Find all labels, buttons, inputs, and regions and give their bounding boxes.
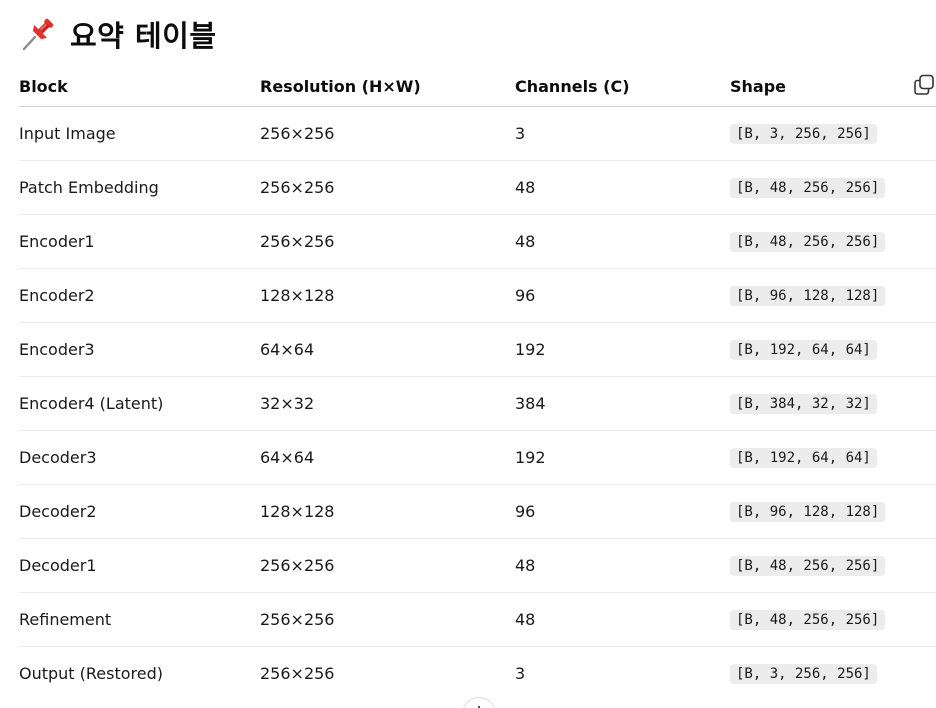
cell-block: Encoder1: [19, 214, 260, 269]
cell-resolution: 256×256: [260, 214, 515, 269]
table-row: Encoder1 256×256 48 [B, 48, 256, 256]: [19, 214, 936, 269]
column-header-channels: Channels (C): [515, 66, 730, 107]
section-heading: 요약 테이블: [20, 14, 217, 54]
shape-code: [B, 48, 256, 256]: [730, 232, 886, 252]
cell-resolution: 128×128: [260, 484, 515, 539]
table-row: Decoder1 256×256 48 [B, 48, 256, 256]: [19, 538, 936, 593]
cell-channels: 48: [515, 592, 730, 647]
cell-shape: [B, 3, 256, 256]: [730, 106, 936, 161]
shape-code: [B, 48, 256, 256]: [730, 178, 886, 198]
cell-shape: [B, 96, 128, 128]: [730, 268, 936, 323]
cell-channels: 96: [515, 268, 730, 323]
cell-block: Encoder4 (Latent): [19, 376, 260, 431]
cell-resolution: 256×256: [260, 106, 515, 161]
cell-block: Refinement: [19, 592, 260, 647]
table-row: Encoder4 (Latent) 32×32 384 [B, 384, 32,…: [19, 376, 936, 431]
table-row: Refinement 256×256 48 [B, 48, 256, 256]: [19, 592, 936, 647]
cell-resolution: 256×256: [260, 664, 335, 683]
pushpin-icon: [22, 18, 54, 51]
cell-resolution: 256×256: [260, 538, 515, 593]
cell-resolution: 64×64: [260, 322, 515, 377]
shape-code: [B, 192, 64, 64]: [730, 448, 877, 468]
table-row: Patch Embedding 256×256 48 [B, 48, 256, …: [19, 160, 936, 215]
heading-title: 요약 테이블: [70, 19, 217, 53]
table-row: Output (Restored) 256×256 3 [B, 3, 256, …: [19, 647, 936, 701]
cell-shape: [B, 192, 64, 64]: [730, 430, 936, 485]
table-row: Decoder3 64×64 192 [B, 192, 64, 64]: [19, 430, 936, 485]
cell-channels: 96: [515, 484, 730, 539]
column-header-shape: Shape: [730, 66, 936, 107]
cell-block: Patch Embedding: [19, 160, 260, 215]
shape-code: [B, 48, 256, 256]: [730, 556, 886, 576]
cell-shape: [B, 384, 32, 32]: [730, 376, 936, 431]
cell-shape: [B, 48, 256, 256]: [730, 538, 936, 593]
cell-channels: 3: [515, 664, 526, 683]
cell-shape: [B, 48, 256, 256]: [730, 160, 936, 215]
summary-table: Block Resolution (H×W) Channels (C) Shap…: [19, 66, 936, 700]
cell-shape: [B, 3, 256, 256]: [730, 647, 936, 701]
column-header-block: Block: [19, 66, 260, 107]
cell-shape: [B, 48, 256, 256]: [730, 592, 936, 647]
table-row: Encoder3 64×64 192 [B, 192, 64, 64]: [19, 322, 936, 377]
cell-channels: 48: [515, 214, 730, 269]
cell-block: Decoder1: [19, 538, 260, 593]
cell-resolution: 128×128: [260, 268, 515, 323]
cell-channels: 3: [515, 106, 730, 161]
cell-resolution: 64×64: [260, 430, 515, 485]
column-header-resolution: Resolution (H×W): [260, 66, 515, 107]
cell-block: Output (Restored): [19, 664, 164, 683]
cell-block: Encoder2: [19, 268, 260, 323]
table-row: Decoder2 128×128 96 [B, 96, 128, 128]: [19, 484, 936, 539]
cell-resolution: 256×256: [260, 592, 515, 647]
shape-code: [B, 384, 32, 32]: [730, 394, 877, 414]
cell-channels: 384: [515, 376, 730, 431]
cell-channels: 48: [515, 538, 730, 593]
cell-block: Decoder2: [19, 484, 260, 539]
cell-channels: 192: [515, 322, 730, 377]
cell-shape: [B, 96, 128, 128]: [730, 484, 936, 539]
cell-channels: 192: [515, 430, 730, 485]
cell-shape: [B, 192, 64, 64]: [730, 322, 936, 377]
shape-code: [B, 96, 128, 128]: [730, 502, 886, 522]
shape-code: [B, 192, 64, 64]: [730, 340, 877, 360]
cell-resolution: 256×256: [260, 160, 515, 215]
shape-code: [B, 96, 128, 128]: [730, 286, 886, 306]
cell-resolution: 32×32: [260, 376, 515, 431]
table-header-row: Block Resolution (H×W) Channels (C) Shap…: [19, 66, 936, 107]
arrow-down-icon: [478, 706, 480, 708]
table-row: Encoder2 128×128 96 [B, 96, 128, 128]: [19, 268, 936, 323]
cell-channels: 48: [515, 160, 730, 215]
cell-shape: [B, 48, 256, 256]: [730, 214, 936, 269]
cell-block: Encoder3: [19, 322, 260, 377]
shape-code: [B, 3, 256, 256]: [730, 664, 877, 684]
shape-code: [B, 3, 256, 256]: [730, 124, 877, 144]
cell-block: Decoder3: [19, 430, 260, 485]
table-row: Input Image 256×256 3 [B, 3, 256, 256]: [19, 106, 936, 161]
cell-block: Input Image: [19, 106, 260, 161]
shape-code: [B, 48, 256, 256]: [730, 610, 886, 630]
